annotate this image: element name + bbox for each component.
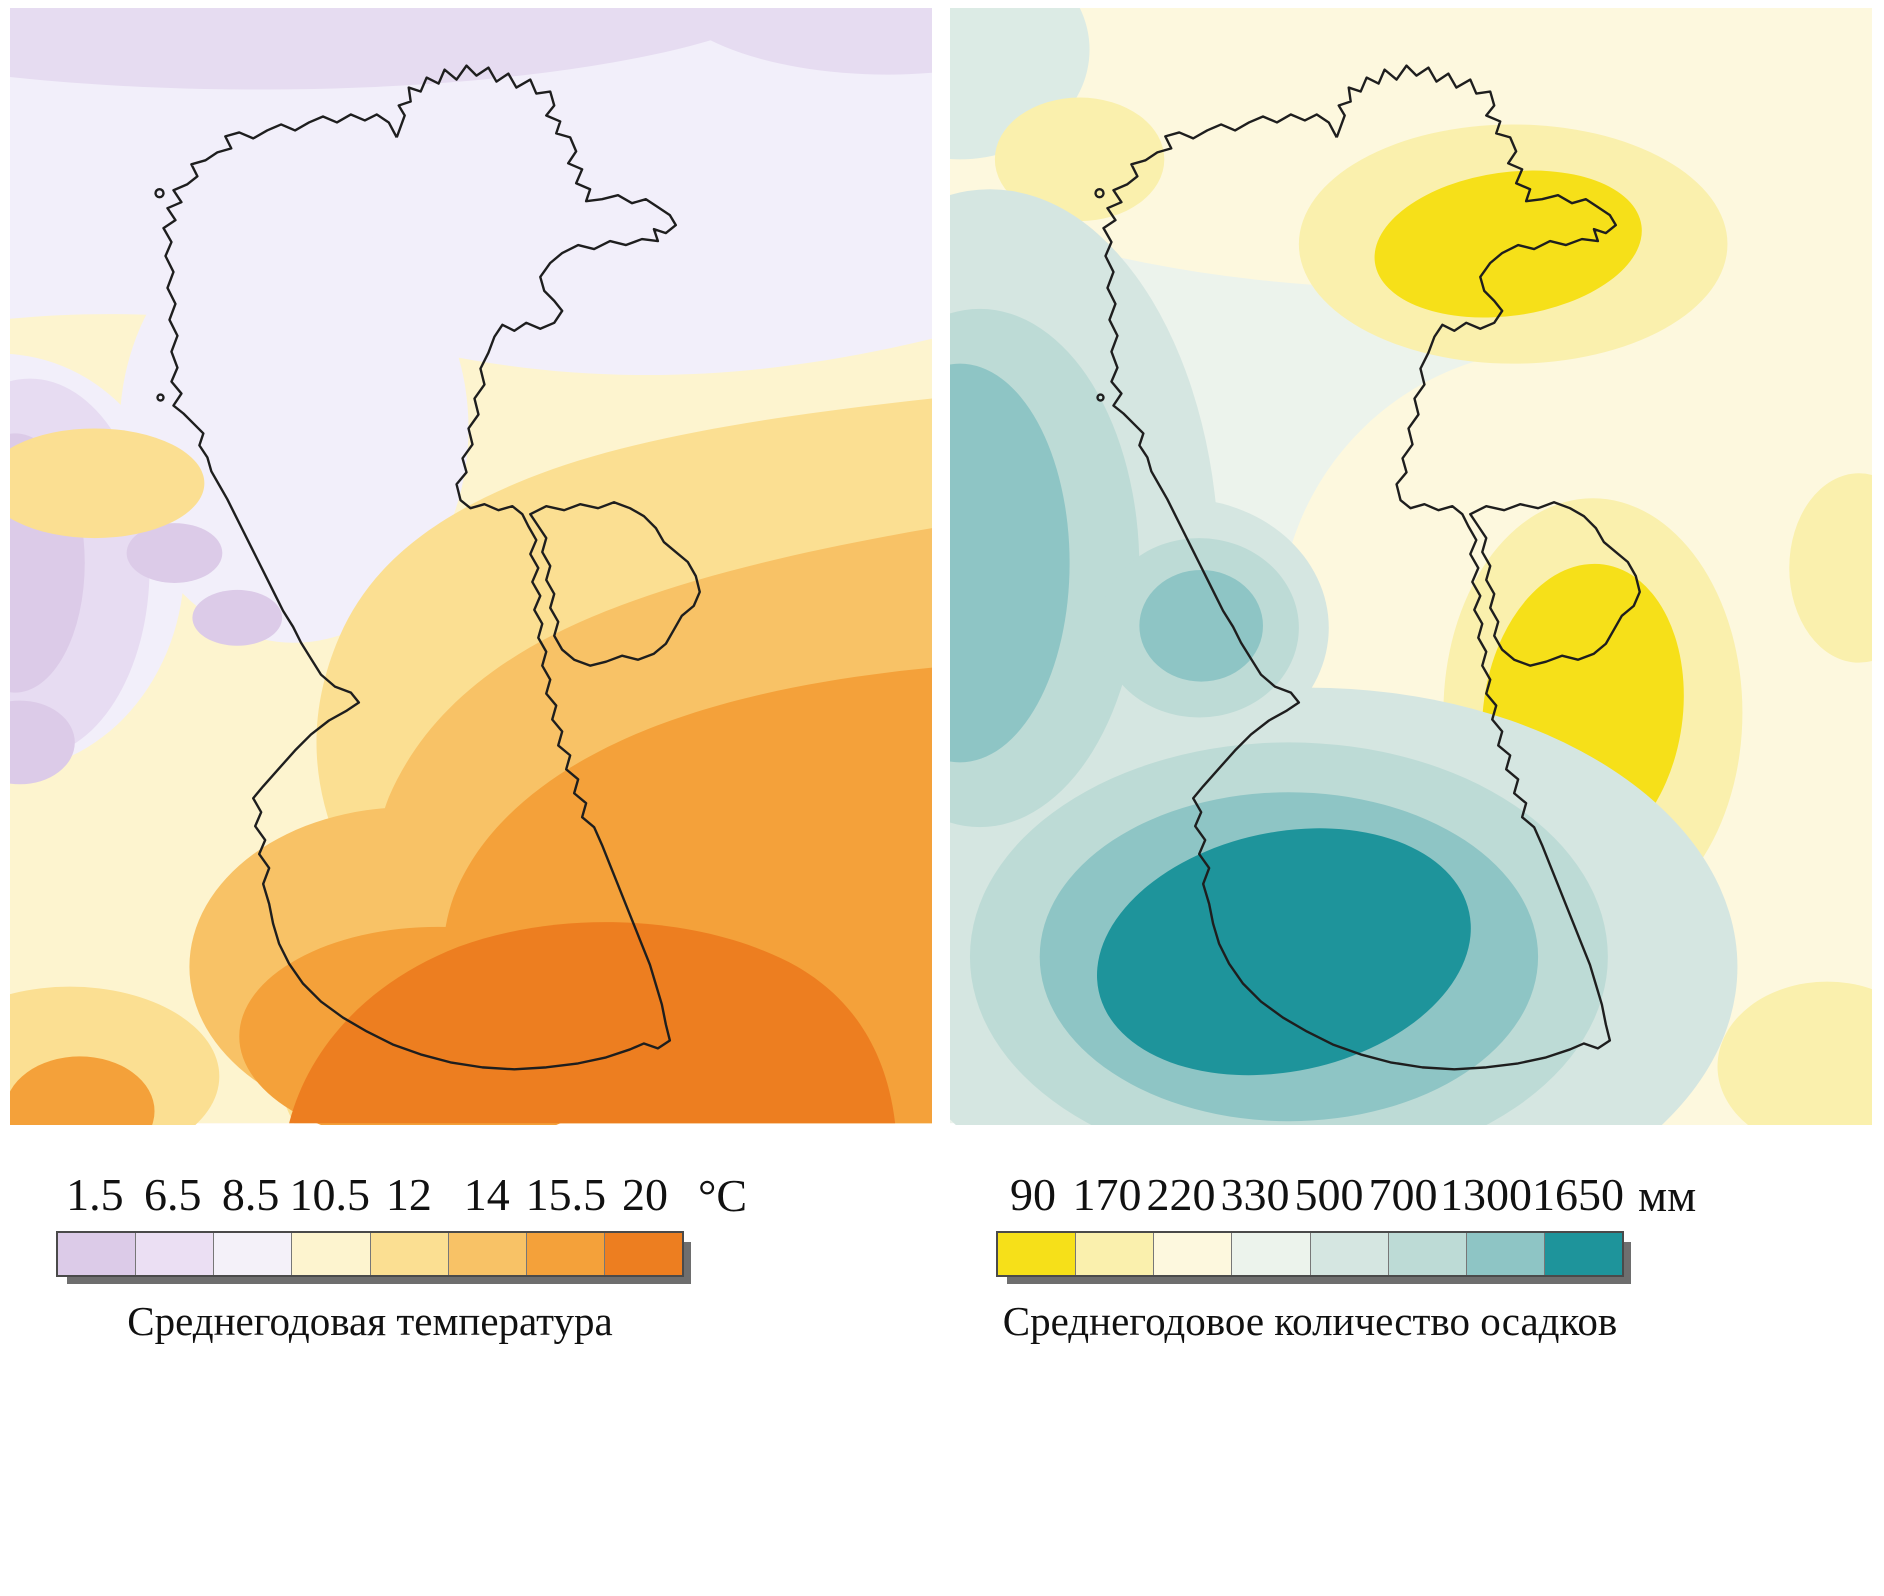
legend-tick-label: 700 xyxy=(1368,1169,1438,1220)
legend-tick-label: 6.5 xyxy=(143,1169,202,1220)
legend-swatch xyxy=(1153,1232,1232,1275)
legend-swatch xyxy=(603,1232,682,1275)
legend-labels: 90 170 220 330 500 700 1300 1650 xyxy=(996,1169,1624,1221)
legend-tick-label: 8.5 xyxy=(221,1169,280,1220)
region-outline xyxy=(154,64,701,1071)
region-outline xyxy=(1094,64,1641,1071)
legend-caption: Среднегодовая температура xyxy=(127,1297,613,1344)
legend-swatch xyxy=(1231,1232,1310,1275)
legend-tick-label: 220 xyxy=(1146,1169,1216,1220)
legend-tick-label: 1300 xyxy=(1440,1169,1532,1220)
legend-tick-label: 500 xyxy=(1294,1169,1364,1220)
temperature-map xyxy=(10,8,932,1125)
legend-tick-label: 1.5 xyxy=(66,1169,124,1220)
legend-swatch xyxy=(447,1232,526,1275)
panel-temperature: 1.5 6.5 8.5 10.5 12 14 15.5 20 °C Среднегодовая… xyxy=(10,8,932,1345)
legend-swatch xyxy=(1075,1232,1154,1275)
legend-colorbar xyxy=(56,1230,684,1277)
legend-caption: Среднегодовое количество осадков xyxy=(1002,1297,1618,1344)
precipitation-map xyxy=(950,8,1872,1125)
legend-tick-label: 14 xyxy=(463,1169,510,1220)
legend-swatch xyxy=(369,1232,448,1275)
legend-tick-label: 15.5 xyxy=(525,1169,607,1220)
legend-tick-label: 90 xyxy=(1010,1169,1056,1220)
climate-maps-figure: 1.5 6.5 8.5 10.5 12 14 15.5 20 °C Среднегодовая… xyxy=(10,8,1872,1345)
legend-unit: мм xyxy=(1638,1170,1697,1221)
panel-precipitation: 90 170 220 330 500 700 1300 1650 мм Среднегодов… xyxy=(950,8,1872,1345)
legend-labels: 1.5 6.5 8.5 10.5 12 14 15.5 20 xyxy=(56,1169,684,1221)
legend-swatch xyxy=(1543,1232,1622,1275)
legend-swatch xyxy=(1309,1232,1388,1275)
legend-swatch xyxy=(998,1232,1076,1275)
legend-tick-label: 10.5 xyxy=(289,1169,370,1220)
legend-tick-label: 12 xyxy=(385,1169,432,1220)
legend-swatch xyxy=(525,1232,604,1275)
legend-unit: °C xyxy=(698,1170,748,1221)
precipitation-legend: 90 170 220 330 500 700 1300 1650 мм Среднегодов… xyxy=(950,1169,1872,1345)
legend-swatch xyxy=(213,1232,292,1275)
legend-swatch xyxy=(1465,1232,1544,1275)
legend-swatch xyxy=(291,1232,370,1275)
legend-swatch xyxy=(135,1232,214,1275)
legend-tick-label: 330 xyxy=(1220,1169,1290,1220)
legend-tick-label: 170 xyxy=(1072,1169,1142,1220)
legend-tick-label: 20 xyxy=(622,1169,669,1220)
temperature-legend: 1.5 6.5 8.5 10.5 12 14 15.5 20 °C Среднегодовая… xyxy=(10,1169,932,1345)
legend-swatch xyxy=(1387,1232,1466,1275)
legend-swatch xyxy=(58,1232,136,1275)
legend-colorbar xyxy=(996,1230,1624,1277)
legend-tick-label: 1650 xyxy=(1532,1169,1624,1220)
